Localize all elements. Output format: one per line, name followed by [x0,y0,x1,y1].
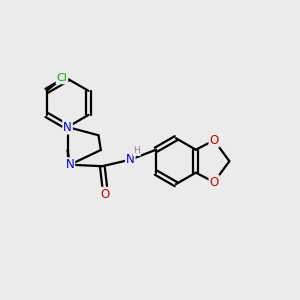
Text: O: O [209,176,219,189]
Text: N: N [63,121,72,134]
Text: O: O [209,134,219,147]
Text: Cl: Cl [56,74,68,83]
Text: N: N [126,153,135,166]
Text: H: H [134,146,140,155]
Text: N: N [65,158,74,171]
Text: O: O [100,188,110,201]
